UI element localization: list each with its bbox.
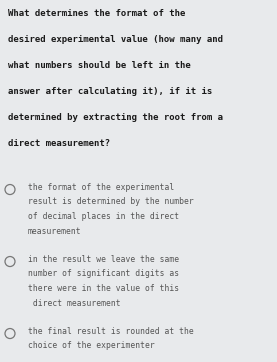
Text: what numbers should be left in the: what numbers should be left in the bbox=[8, 61, 191, 70]
Text: the final result is rounded at the: the final result is rounded at the bbox=[28, 327, 194, 336]
Text: What determines the format of the: What determines the format of the bbox=[8, 9, 185, 18]
Text: answer after calculating it), if it is: answer after calculating it), if it is bbox=[8, 87, 212, 96]
Text: the format of the experimental: the format of the experimental bbox=[28, 183, 174, 192]
Text: of decimal places in the direct: of decimal places in the direct bbox=[28, 212, 179, 221]
Text: direct measurement: direct measurement bbox=[28, 299, 120, 307]
Text: desired experimental value (how many and: desired experimental value (how many and bbox=[8, 35, 223, 44]
Text: choice of the experimenter: choice of the experimenter bbox=[28, 341, 155, 350]
Text: number of significant digits as: number of significant digits as bbox=[28, 269, 179, 278]
Text: measurement: measurement bbox=[28, 227, 82, 236]
Text: there were in the value of this: there were in the value of this bbox=[28, 284, 179, 293]
Text: in the result we leave the same: in the result we leave the same bbox=[28, 255, 179, 264]
Text: determined by extracting the root from a: determined by extracting the root from a bbox=[8, 113, 223, 122]
Text: result is determined by the number: result is determined by the number bbox=[28, 198, 194, 206]
Text: direct measurement?: direct measurement? bbox=[8, 139, 110, 148]
